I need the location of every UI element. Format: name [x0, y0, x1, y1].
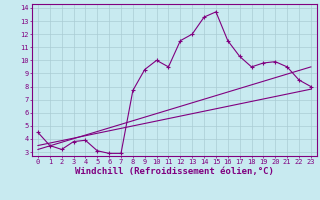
X-axis label: Windchill (Refroidissement éolien,°C): Windchill (Refroidissement éolien,°C) — [75, 167, 274, 176]
